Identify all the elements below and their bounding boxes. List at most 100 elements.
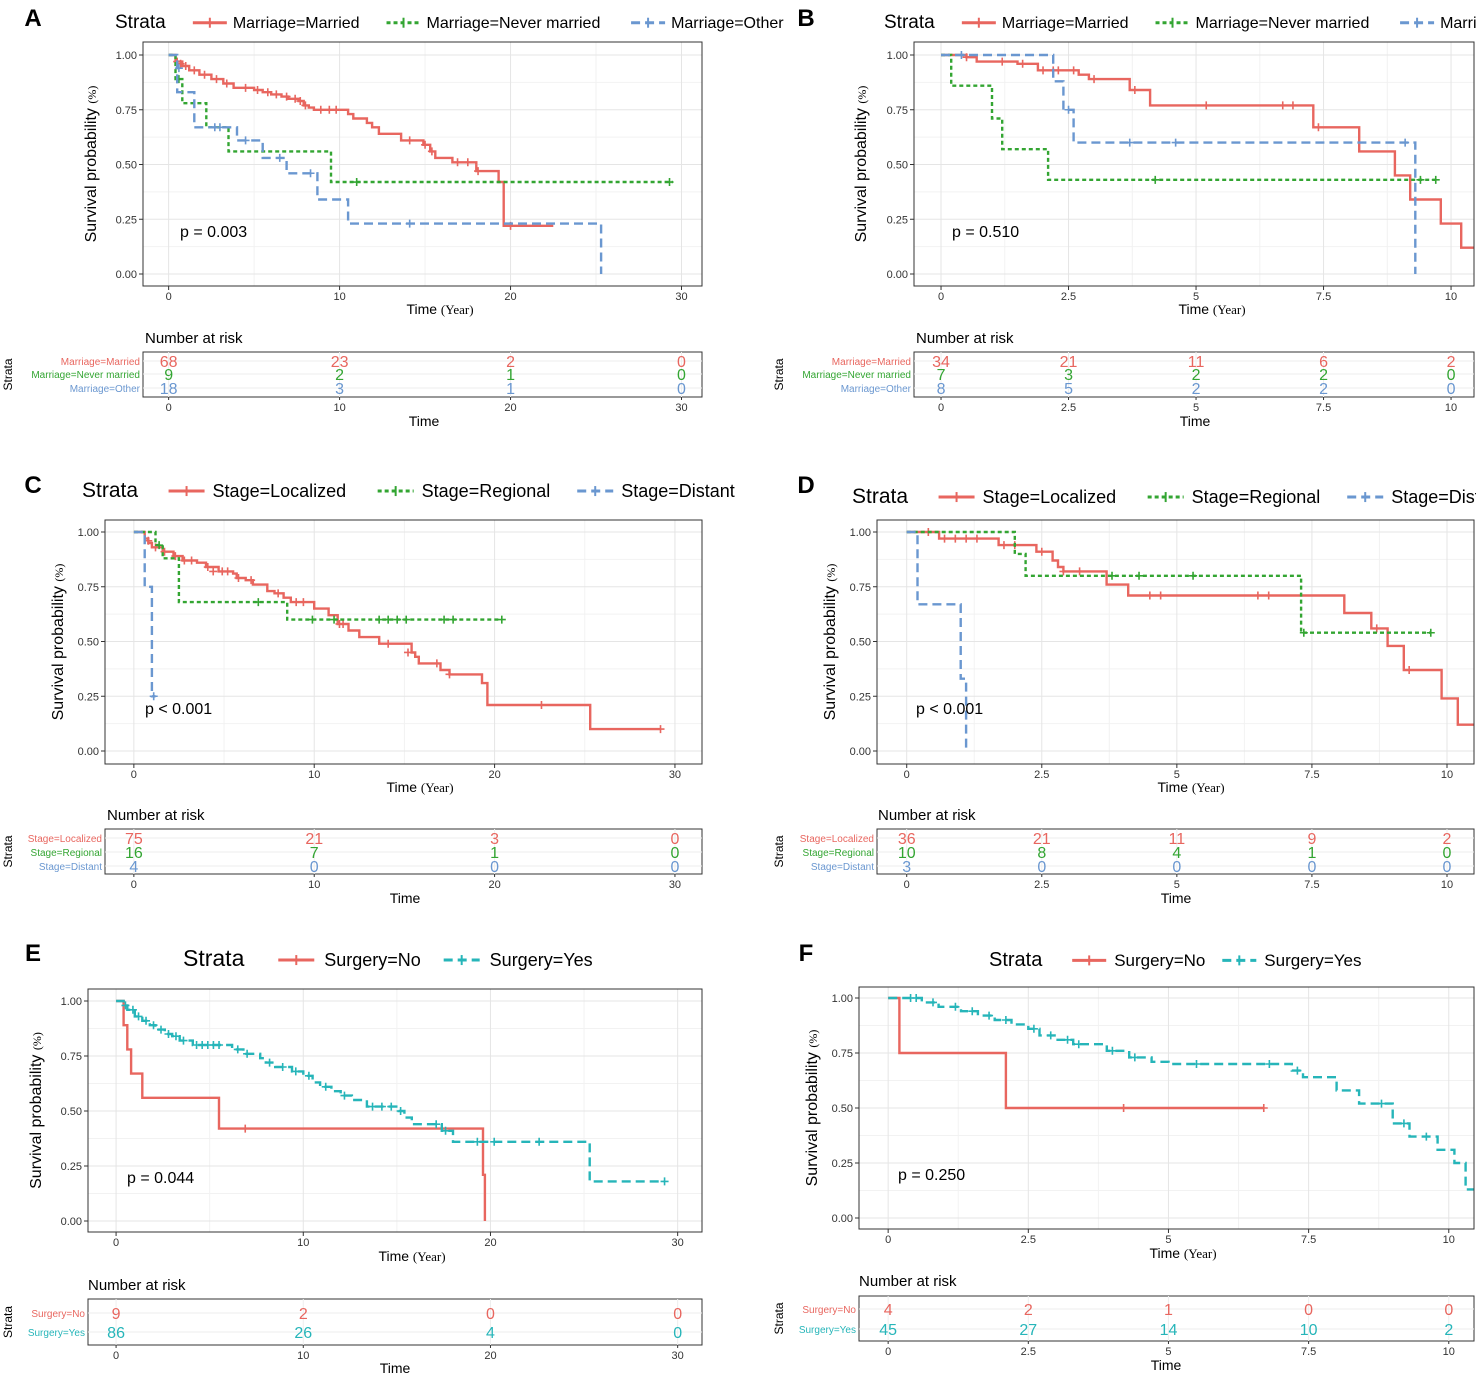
legend-label-marriage-other: Marriage=Other — [1440, 15, 1476, 32]
risk-count: 3 — [1064, 367, 1073, 384]
censor-mark — [234, 573, 243, 582]
risk-count: 3 — [490, 831, 499, 848]
legend-title: Strata — [884, 12, 935, 33]
censor-mark — [316, 105, 325, 114]
legend: Strata Stage=Localized Stage=Regional Stage… — [82, 479, 735, 502]
y-axis-label-text: Survival probability — [28, 1050, 45, 1189]
y-tick-label: 0.75 — [832, 1048, 853, 1060]
censor-mark — [299, 598, 308, 607]
risk-count: 0 — [677, 354, 686, 371]
risk-x-axis-label: Time — [390, 890, 421, 906]
censor-mark — [1135, 571, 1144, 580]
risk-row-label-surgery-no: Surgery=No — [31, 1309, 85, 1320]
censor-mark — [1431, 175, 1440, 184]
risk-x-tick-label: 20 — [484, 1350, 496, 1362]
survival-curve-marriage-married — [168, 53, 554, 227]
censor-mark — [254, 598, 263, 607]
x-tick-label: 0 — [166, 291, 172, 303]
censor-mark — [306, 169, 315, 178]
x-axis-label: Time (Year) — [1149, 1245, 1216, 1261]
x-tick-label: 0 — [113, 1237, 119, 1249]
censor-mark — [1259, 1104, 1268, 1112]
censor-mark — [1278, 101, 1287, 110]
censor-mark — [660, 1177, 669, 1186]
survival-curve-stage-regional — [133, 530, 502, 621]
risk-count: 5 — [1064, 381, 1073, 398]
censor-mark — [497, 615, 506, 624]
plot-border — [913, 41, 1475, 287]
x-tick-label: 30 — [672, 1237, 684, 1249]
censor-mark — [1125, 138, 1134, 147]
y-tick-label: 0.50 — [116, 160, 137, 172]
censor-mark — [278, 1063, 287, 1071]
censor-mark — [1265, 1060, 1274, 1068]
risk-count: 18 — [160, 381, 178, 398]
legend-label-marriage-married: Marriage=Married — [233, 15, 360, 32]
legend-title: Strata — [115, 12, 166, 33]
censor-mark — [453, 158, 462, 167]
risk-count: 9 — [112, 1306, 121, 1323]
censor-mark — [421, 140, 430, 149]
risk-x-axis-label: Time — [1151, 1357, 1182, 1373]
risk-count: 0 — [1307, 859, 1316, 876]
risk-count: 0 — [1304, 1302, 1313, 1319]
censor-mark — [474, 167, 483, 176]
plot-area: 0.00 0.25 0.50 0.75 1.00 0 2.5 5 7.5 10 p = 0.250 — [832, 986, 1475, 1246]
risk-count: 2 — [1447, 354, 1456, 371]
censor-mark — [223, 567, 232, 576]
censor-mark — [1253, 591, 1262, 600]
x-tick-label: 10 — [1441, 769, 1453, 781]
risk-x-tick-label: 2.5 — [1061, 402, 1076, 414]
risk-count: 0 — [673, 1306, 682, 1323]
x-axis-label-text: Time — [406, 301, 440, 317]
panel-E: E Strata Surgery=No Surgery=Yes 0.00 0.25 0.50… — [1, 940, 703, 1375]
risk-count: 2 — [1192, 381, 1201, 398]
x-axis-label-text: Time — [1149, 1245, 1183, 1261]
x-tick-label: 0 — [885, 1234, 891, 1246]
risk-x-tick-label: 2.5 — [1034, 879, 1049, 891]
legend-label-surgery-no: Surgery=No — [324, 950, 421, 970]
x-tick-label: 7.5 — [1301, 1234, 1316, 1246]
risk-row-label-stage-regional: Stage=Regional — [803, 848, 874, 859]
censor-mark — [929, 998, 938, 1007]
risk-row-label-marriage-never-married: Marriage=Never married — [802, 370, 911, 381]
risk-table-title: Number at risk — [88, 1277, 186, 1294]
censor-mark — [155, 541, 164, 550]
risk-x-axis-label: Time — [380, 1360, 411, 1375]
censor-mark — [253, 86, 262, 95]
censor-mark — [432, 1120, 441, 1129]
risk-row-label-surgery-no: Surgery=No — [802, 1305, 856, 1316]
x-tick-label: 10 — [1445, 291, 1457, 303]
risk-x-tick-label: 0 — [904, 879, 910, 891]
risk-x-tick-label: 20 — [504, 402, 516, 414]
panel-F: F Strata Surgery=No Surgery=Yes 0.00 0.25 0.50… — [772, 940, 1475, 1373]
p-value: p = 0.044 — [127, 1170, 194, 1187]
censor-mark — [1299, 628, 1308, 637]
risk-x-tick-label: 10 — [1441, 879, 1453, 891]
risk-x-tick-label: 5 — [1165, 1346, 1171, 1358]
risk-count: 2 — [299, 1306, 308, 1323]
y-tick-label: 0.50 — [78, 637, 99, 649]
risk-count: 0 — [1172, 859, 1181, 876]
censor-mark — [222, 79, 231, 88]
censor-mark — [1046, 1031, 1055, 1040]
censor-mark — [1039, 66, 1048, 75]
survival-curve-stage-distant — [906, 530, 968, 751]
y-tick-label: 0.50 — [61, 1106, 82, 1118]
risk-count: 1 — [1307, 845, 1316, 862]
x-tick-label: 5 — [1193, 291, 1199, 303]
censor-mark — [463, 158, 472, 167]
y-tick-label: 0.00 — [116, 269, 137, 281]
x-axis-label: Time (Year) — [1178, 301, 1245, 317]
risk-count: 11 — [1169, 831, 1186, 848]
risk-x-tick-label: 5 — [1193, 402, 1199, 414]
censor-mark — [440, 615, 449, 624]
censor-mark — [1108, 571, 1117, 580]
x-tick-label: 2.5 — [1021, 1234, 1036, 1246]
y-tick-label: 0.00 — [850, 746, 871, 758]
risk-count: 0 — [670, 831, 679, 848]
censor-mark — [190, 66, 199, 75]
y-axis-label-unit: (%) — [806, 1030, 820, 1048]
censor-mark — [1119, 1104, 1128, 1112]
